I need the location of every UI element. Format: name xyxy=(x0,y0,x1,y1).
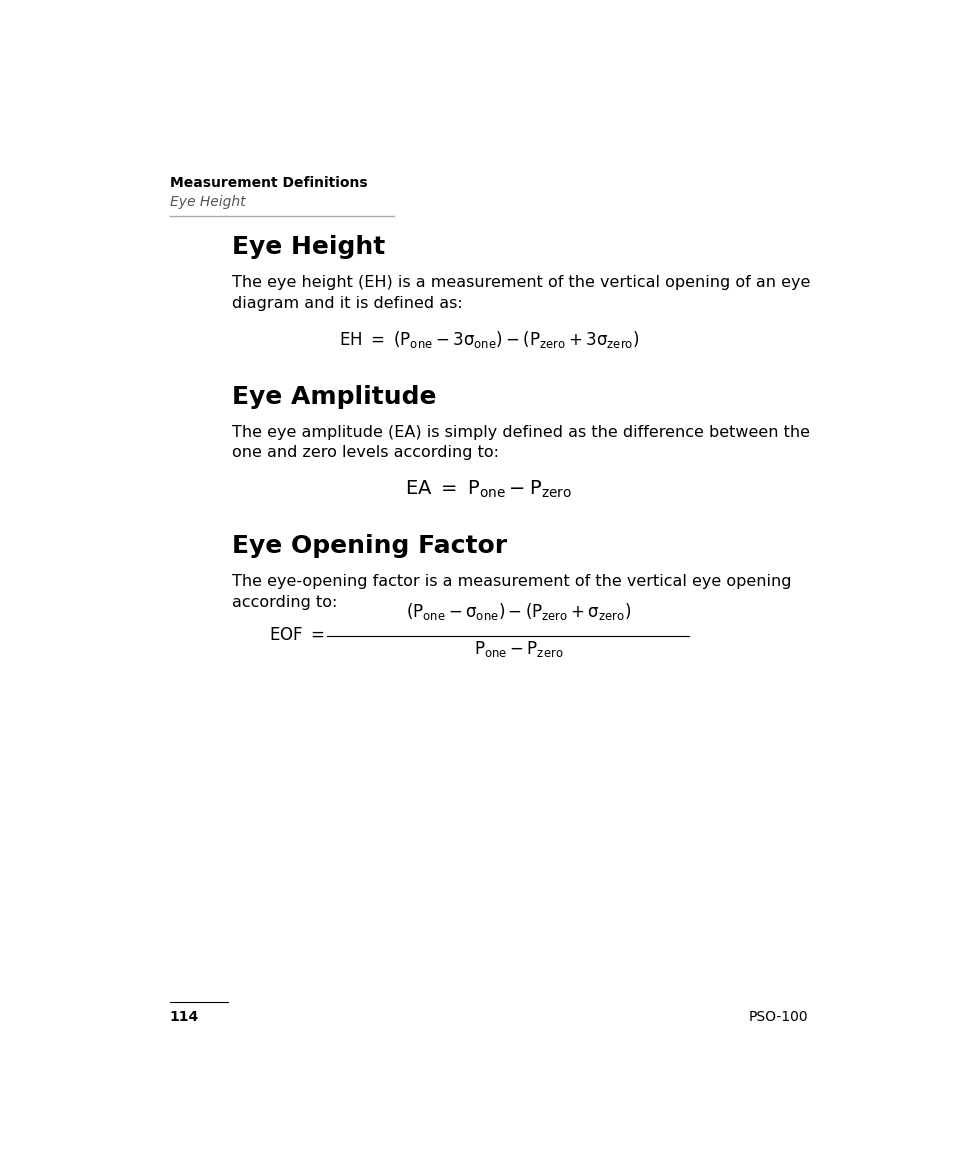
Text: $\mathrm{EH\ =\ (P_{one}-3\sigma_{one})-(P_{zero}+3\sigma_{zero})}$: $\mathrm{EH\ =\ (P_{one}-3\sigma_{one})-… xyxy=(338,329,639,350)
Text: The eye amplitude (EA) is simply defined as the difference between the
one and z: The eye amplitude (EA) is simply defined… xyxy=(232,424,809,460)
Text: The eye-opening factor is a measurement of the vertical eye opening
according to: The eye-opening factor is a measurement … xyxy=(232,574,790,610)
Text: Measurement Definitions: Measurement Definitions xyxy=(170,176,367,190)
Text: $\mathrm{(P_{one}-\sigma_{one})-(P_{zero}+\sigma_{zero})}$: $\mathrm{(P_{one}-\sigma_{one})-(P_{zero… xyxy=(405,602,631,622)
Text: $\mathrm{EA\ =\ P_{one}-P_{zero}}$: $\mathrm{EA\ =\ P_{one}-P_{zero}}$ xyxy=(405,479,572,500)
Text: 114: 114 xyxy=(170,1009,198,1023)
Text: The eye height (EH) is a measurement of the vertical opening of an eye
diagram a: The eye height (EH) is a measurement of … xyxy=(232,276,809,311)
Text: $\mathrm{EOF\ =}$: $\mathrm{EOF\ =}$ xyxy=(269,627,324,644)
Text: Eye Opening Factor: Eye Opening Factor xyxy=(232,534,506,559)
Text: Eye Amplitude: Eye Amplitude xyxy=(232,385,436,409)
Text: $\mathrm{P_{one}-P_{zero}}$: $\mathrm{P_{one}-P_{zero}}$ xyxy=(474,639,562,658)
Text: PSO-100: PSO-100 xyxy=(748,1009,807,1023)
Text: Eye Height: Eye Height xyxy=(232,235,384,260)
Text: Eye Height: Eye Height xyxy=(170,195,245,209)
